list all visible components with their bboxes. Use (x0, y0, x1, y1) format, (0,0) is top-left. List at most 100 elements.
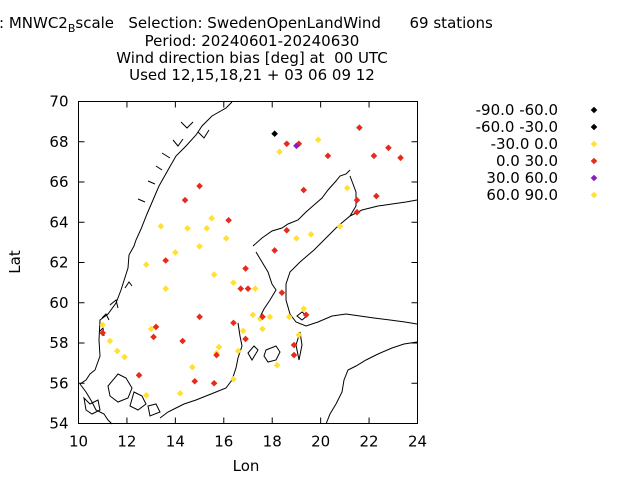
chart-title-line-2: Period: 20240601-20240630 (144, 32, 360, 50)
point-series-3-28 (242, 335, 249, 343)
point-series-2-9 (222, 235, 230, 242)
y-tick-label-6: 66 (49, 173, 68, 191)
point-series-2-0 (276, 148, 283, 156)
point-series-3-24 (302, 311, 310, 319)
title-prefix: : MNWC2 (0, 14, 68, 32)
point-series-2-37 (143, 392, 150, 399)
legend-marker-4 (590, 174, 598, 182)
point-series-2-12 (293, 235, 300, 242)
point-series-2-36 (121, 353, 128, 361)
x-tick-label-7: 24 (408, 433, 427, 451)
point-series-3-20 (278, 289, 286, 296)
plot-frame (78, 101, 418, 424)
point-series-2-25 (239, 327, 247, 335)
point-series-2-14 (210, 271, 218, 278)
point-series-2-33 (99, 321, 107, 329)
point-series-2-20 (266, 313, 274, 321)
x-tick-label-6: 22 (360, 433, 379, 451)
point-series-3-22 (230, 319, 237, 327)
point-series-3-11 (353, 196, 361, 204)
legend-marker-2 (590, 140, 598, 148)
point-series-2-16 (230, 279, 237, 286)
y-tick-label-7: 68 (49, 133, 68, 151)
point-series-2-24 (295, 331, 303, 339)
point-series-3-15 (162, 257, 169, 264)
point-series-2-27 (235, 347, 242, 355)
title-selection: scale Selection: SwedenOpenLandWind 69 s… (75, 14, 493, 32)
coastline-map (79, 101, 418, 425)
point-series-2-31 (273, 361, 281, 369)
legend-label-1: -60.0 -30.0 (476, 118, 558, 136)
point-series-3-26 (152, 323, 160, 331)
point-series-3-10 (373, 192, 380, 200)
point-series-3-34 (135, 371, 143, 379)
point-series-3-30 (290, 351, 298, 359)
y-tick-label-8: 70 (49, 93, 68, 111)
legend-label-0: -90.0 -60.0 (476, 101, 558, 119)
point-series-2-17 (251, 285, 259, 292)
x-tick-label-3: 16 (214, 433, 233, 451)
point-series-2-30 (230, 375, 237, 383)
y-tick-label-1: 56 (49, 374, 68, 392)
axes: 10 12 14 16 18 20 22 24 54 56 58 60 62 64 66 68 70 (49, 93, 427, 451)
point-series-3-6 (324, 152, 332, 160)
point-series-3-16 (271, 247, 278, 254)
y-tick-label-0: 54 (49, 415, 68, 433)
point-series-2-8 (196, 243, 203, 250)
point-series-2-2 (343, 184, 351, 192)
y-tick-label-3: 60 (49, 294, 68, 312)
point-series-2-19 (256, 315, 264, 323)
point-series-3-2 (295, 140, 303, 148)
point-series-3-7 (300, 186, 307, 194)
point-series-3-35 (99, 329, 107, 337)
x-tick-label-1: 12 (117, 433, 136, 451)
point-series-3-3 (370, 152, 378, 160)
point-series-2-21 (285, 313, 293, 321)
point-series-2-18 (249, 311, 257, 319)
x-tick-label-0: 10 (69, 433, 88, 451)
point-series-4-0 (293, 142, 300, 150)
x-tick-label-4: 18 (263, 433, 282, 451)
point-series-2-5 (184, 224, 191, 232)
data-points (99, 124, 404, 399)
point-series-3-12 (353, 208, 361, 216)
point-series-3-13 (225, 216, 232, 224)
x-axis-label: Lon (233, 457, 260, 475)
x-tick-label-5: 20 (311, 433, 330, 451)
point-series-3-31 (213, 351, 220, 359)
chart-title-line-3: Wind direction bias [deg] at 00 UTC (116, 49, 388, 67)
point-series-3-1 (283, 140, 291, 148)
legend-label-4: 30.0 60.0 (486, 169, 558, 187)
legend-marker-1 (590, 123, 598, 131)
legend-label-2: -30.0 0.0 (491, 135, 558, 153)
point-series-2-1 (314, 136, 322, 144)
point-series-2-29 (189, 363, 196, 371)
point-series-3-23 (259, 313, 266, 321)
point-series-2-3 (208, 214, 215, 222)
point-series-3-5 (397, 154, 404, 162)
point-series-2-4 (157, 222, 165, 230)
y-axis-label: Lat (6, 250, 24, 274)
chart-title-line-1: : MNWC2Bscale Selection: SwedenOpenLandW… (0, 15, 639, 37)
point-series-2-23 (300, 305, 307, 313)
y-tick-label-2: 58 (49, 334, 68, 352)
x-tick-label-2: 14 (166, 433, 185, 451)
title-subscript: B (67, 22, 76, 35)
point-series-2-11 (336, 222, 344, 230)
point-series-3-14 (283, 227, 291, 234)
point-series-2-7 (172, 249, 179, 256)
point-series-3-9 (181, 196, 189, 204)
point-series-3-18 (237, 285, 245, 292)
legend-marker-5 (590, 191, 598, 199)
point-series-2-38 (176, 390, 184, 397)
legend-label-5: 60.0 90.0 (486, 186, 558, 204)
point-series-3-8 (196, 182, 203, 190)
point-series-2-6 (203, 224, 211, 232)
point-series-3-33 (210, 379, 218, 387)
point-series-2-26 (215, 343, 223, 351)
legend-marker-0 (590, 106, 598, 114)
point-series-3-4 (385, 144, 392, 152)
point-series-3-25 (150, 333, 157, 341)
y-tick-label-4: 62 (49, 254, 68, 272)
point-series-3-32 (191, 377, 199, 385)
